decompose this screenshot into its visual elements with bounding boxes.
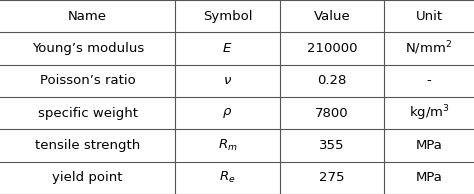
Text: Name: Name — [68, 10, 107, 23]
Text: yield point: yield point — [53, 171, 123, 184]
Text: $\rho$: $\rho$ — [222, 106, 233, 120]
Text: Poisson’s ratio: Poisson’s ratio — [40, 74, 136, 87]
Text: Young’s modulus: Young’s modulus — [32, 42, 144, 55]
Text: MPa: MPa — [416, 171, 442, 184]
Text: -: - — [427, 74, 431, 87]
Text: 0.28: 0.28 — [317, 74, 346, 87]
Text: $E$: $E$ — [222, 42, 233, 55]
Text: 275: 275 — [319, 171, 345, 184]
Text: $\nu$: $\nu$ — [223, 74, 232, 87]
Text: specific weight: specific weight — [38, 107, 137, 120]
Text: $R_m$: $R_m$ — [218, 138, 237, 153]
Text: N/mm$^2$: N/mm$^2$ — [405, 40, 453, 57]
Text: kg/m$^3$: kg/m$^3$ — [409, 103, 449, 123]
Text: $R_e$: $R_e$ — [219, 170, 236, 185]
Text: Value: Value — [313, 10, 350, 23]
Text: 355: 355 — [319, 139, 345, 152]
Text: 210000: 210000 — [307, 42, 357, 55]
Text: Unit: Unit — [415, 10, 443, 23]
Text: Symbol: Symbol — [203, 10, 252, 23]
Text: tensile strength: tensile strength — [35, 139, 140, 152]
Text: MPa: MPa — [416, 139, 442, 152]
Text: 7800: 7800 — [315, 107, 348, 120]
